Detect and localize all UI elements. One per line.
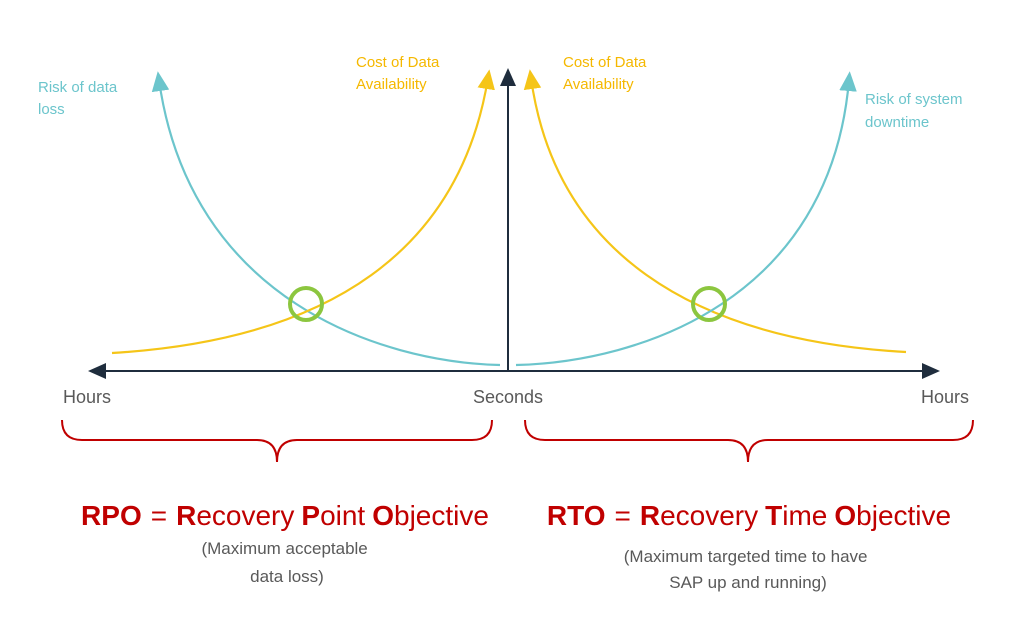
- description: (Maximum targeted time to have SAP up an…: [624, 547, 873, 592]
- cost-curve: [111, 69, 495, 355]
- initial: P: [301, 500, 320, 531]
- initial: R: [640, 500, 660, 531]
- axis-label: Hours: [63, 387, 111, 407]
- rest: ime: [782, 500, 827, 531]
- label-line: Availability: [356, 76, 427, 93]
- rest: oint: [320, 500, 365, 531]
- initial: R: [176, 500, 196, 531]
- desc-line: data loss): [250, 567, 324, 586]
- risk-curve: [151, 71, 501, 367]
- bracket: [524, 419, 974, 463]
- word: Recovery: [176, 500, 294, 531]
- description: (Maximum acceptable data loss): [201, 539, 372, 586]
- label-line: Availability: [563, 76, 634, 93]
- initial: O: [834, 500, 856, 531]
- intersection: [288, 286, 324, 322]
- cost-curve: [523, 69, 907, 354]
- label-line: Risk of data: [38, 79, 118, 96]
- word: Objective: [372, 500, 489, 531]
- desc-line: SAP up and running): [669, 573, 827, 592]
- label-line: Cost of Data: [563, 54, 647, 71]
- desc-line: (Maximum targeted time to have: [624, 547, 868, 566]
- risk-label: Risk of data loss: [38, 79, 121, 118]
- word: Objective: [834, 500, 951, 531]
- axis-label: Hours: [921, 387, 969, 407]
- axis-label: Seconds: [473, 387, 543, 407]
- equals: =: [615, 500, 631, 531]
- label-line: loss: [38, 101, 65, 118]
- rest: bjective: [394, 500, 489, 531]
- acronym: RPO: [81, 500, 142, 531]
- bracket: [61, 419, 493, 463]
- intersection: [691, 286, 727, 322]
- label-line: Risk of system: [865, 91, 963, 108]
- word: Point: [301, 500, 365, 531]
- word: Recovery: [640, 500, 758, 531]
- rest: bjective: [856, 500, 951, 531]
- label-line: downtime: [865, 114, 929, 131]
- word: Time: [765, 500, 827, 531]
- risk-label: Risk of system downtime: [865, 91, 967, 131]
- cost-label: Cost of Data Availability: [563, 54, 651, 93]
- rest: ecovery: [660, 500, 758, 531]
- risk-curve: [515, 71, 857, 367]
- initial: T: [765, 500, 782, 531]
- heading: RPO = Recovery Point Objective: [81, 500, 489, 531]
- rest: ecovery: [196, 500, 294, 531]
- initial: O: [372, 500, 394, 531]
- acronym: RTO: [547, 500, 606, 531]
- equals: =: [151, 500, 167, 531]
- heading: RTO = Recovery Time Objective: [547, 500, 951, 531]
- desc-line: (Maximum acceptable: [201, 539, 367, 558]
- label-line: Cost of Data: [356, 54, 440, 71]
- cost-label: Cost of Data Availability: [356, 54, 444, 93]
